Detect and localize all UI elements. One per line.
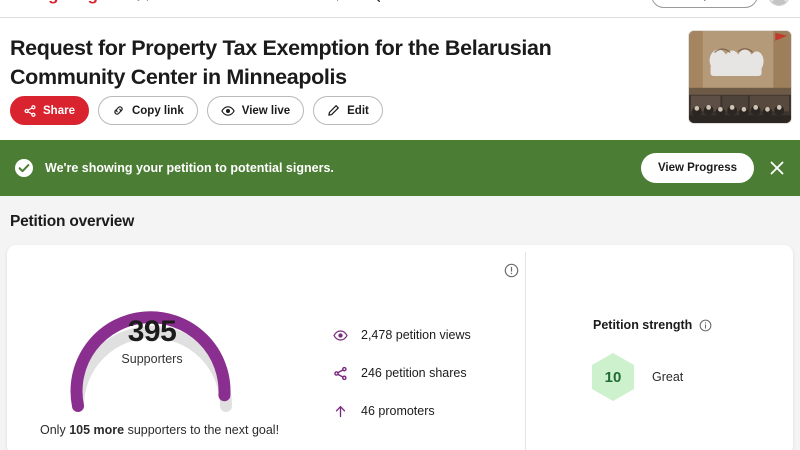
edit-button-label: Edit [347,104,369,117]
changeorg-logo[interactable]: change.org [10,0,98,5]
check-circle-icon [14,158,34,178]
goal-suffix: supporters to the next goal! [124,423,280,437]
stat-row-promoters: 46 promoters [333,396,471,426]
view-live-button-label: View live [241,104,291,117]
share-button-label: Share [43,104,75,117]
avatar-icon[interactable] [768,0,790,6]
petition-strength-badge: 10 [590,352,636,402]
status-banner-actions: View Progress [640,153,786,183]
share-icon [333,366,348,381]
nav-item-search[interactable]: Search [369,0,422,2]
petition-stats-list: 2,478 petition views 246 petition shares… [333,320,471,434]
close-icon[interactable] [768,159,786,177]
petition-strength-header: Petition strength [593,318,712,332]
supporters-count-block: 395 Supporters [52,316,252,366]
nav-right-cluster: Start a petition [650,0,790,8]
supporters-progress-ring: 395 Supporters [52,278,252,412]
nav-item-membership[interactable]: Membership [279,0,342,1]
petition-thumbnail-image[interactable] [688,30,792,124]
copy-link-button[interactable]: Copy link [97,96,198,125]
petition-strength-rating: Great [652,370,684,384]
overview-info-icon[interactable] [504,263,519,278]
eye-icon [221,104,235,118]
nav-item-browse[interactable]: Browse [215,0,253,1]
card-vertical-divider [525,252,526,450]
stat-text-promoters: 46 promoters [361,404,435,418]
link-icon [112,104,125,117]
stat-row-shares: 246 petition shares [333,358,471,388]
stat-text-shares: 246 petition shares [361,366,467,380]
page-title: Request for Property Tax Exemption for t… [10,36,552,89]
stat-row-views: 2,478 petition views [333,320,471,350]
view-progress-button[interactable]: View Progress [640,153,754,183]
copy-link-button-label: Copy link [131,104,184,117]
stat-text-views: 2,478 petition views [361,328,471,342]
petition-strength-title: Petition strength [593,318,693,332]
view-live-button[interactable]: View live [206,96,305,125]
status-banner-message: We're showing your petition to potential… [45,161,334,175]
share-icon [24,104,36,117]
eye-icon [333,328,348,343]
petition-action-buttons: Share Copy link View l [10,96,383,125]
share-button[interactable]: Share [10,96,89,125]
petition-strength-body: 10 Great [590,352,683,402]
goal-prefix: Only [40,423,70,437]
supporters-count: 395 [127,315,177,348]
start-a-petition-button[interactable]: Start a petition [650,0,758,8]
status-banner: We're showing your petition to potential… [0,140,800,196]
petition-strength-info-icon[interactable] [699,319,712,332]
goal-highlight: 105 more [69,423,125,437]
petition-strength-score: 10 [604,368,622,386]
petition-overview-card [7,245,793,450]
arrow-up-icon [333,404,348,419]
pencil-icon [327,104,340,117]
edit-button[interactable]: Edit [313,96,383,125]
nav-search-label: Search [386,0,422,1]
supporters-label: Supporters [121,351,183,366]
petition-overview-heading: Petition overview [10,213,135,230]
next-goal-text: Only 105 more supporters to the next goa… [40,423,279,437]
petition-header: Request for Property Tax Exemption for t… [0,18,800,140]
